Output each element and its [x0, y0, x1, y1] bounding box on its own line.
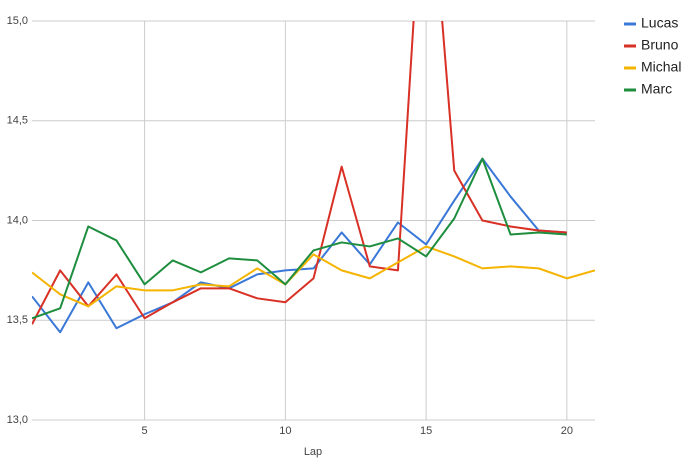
x-tick-label: 5 [142, 425, 148, 437]
x-tick-label: 10 [279, 425, 291, 437]
x-tick-label: 15 [420, 425, 432, 437]
series-line [32, 157, 567, 334]
y-tick-label: 14,5 [7, 115, 28, 127]
legend-label: Lucas [641, 15, 678, 31]
y-tick-label: 14,0 [7, 214, 28, 226]
x-axis-label: Lap [304, 446, 322, 458]
series-line [32, 245, 595, 308]
y-tick-label: 15,0 [7, 15, 28, 27]
y-tick-label: 13,5 [7, 314, 28, 326]
x-tick-label: 20 [561, 425, 573, 437]
plot-area [32, 21, 595, 334]
series-line [32, 21, 567, 325]
legend-label: Michal [641, 59, 681, 75]
legend-label: Bruno [641, 37, 679, 53]
legend-label: Marc [641, 81, 672, 97]
y-tick-label: 13,0 [7, 414, 28, 426]
series-line [32, 157, 567, 320]
